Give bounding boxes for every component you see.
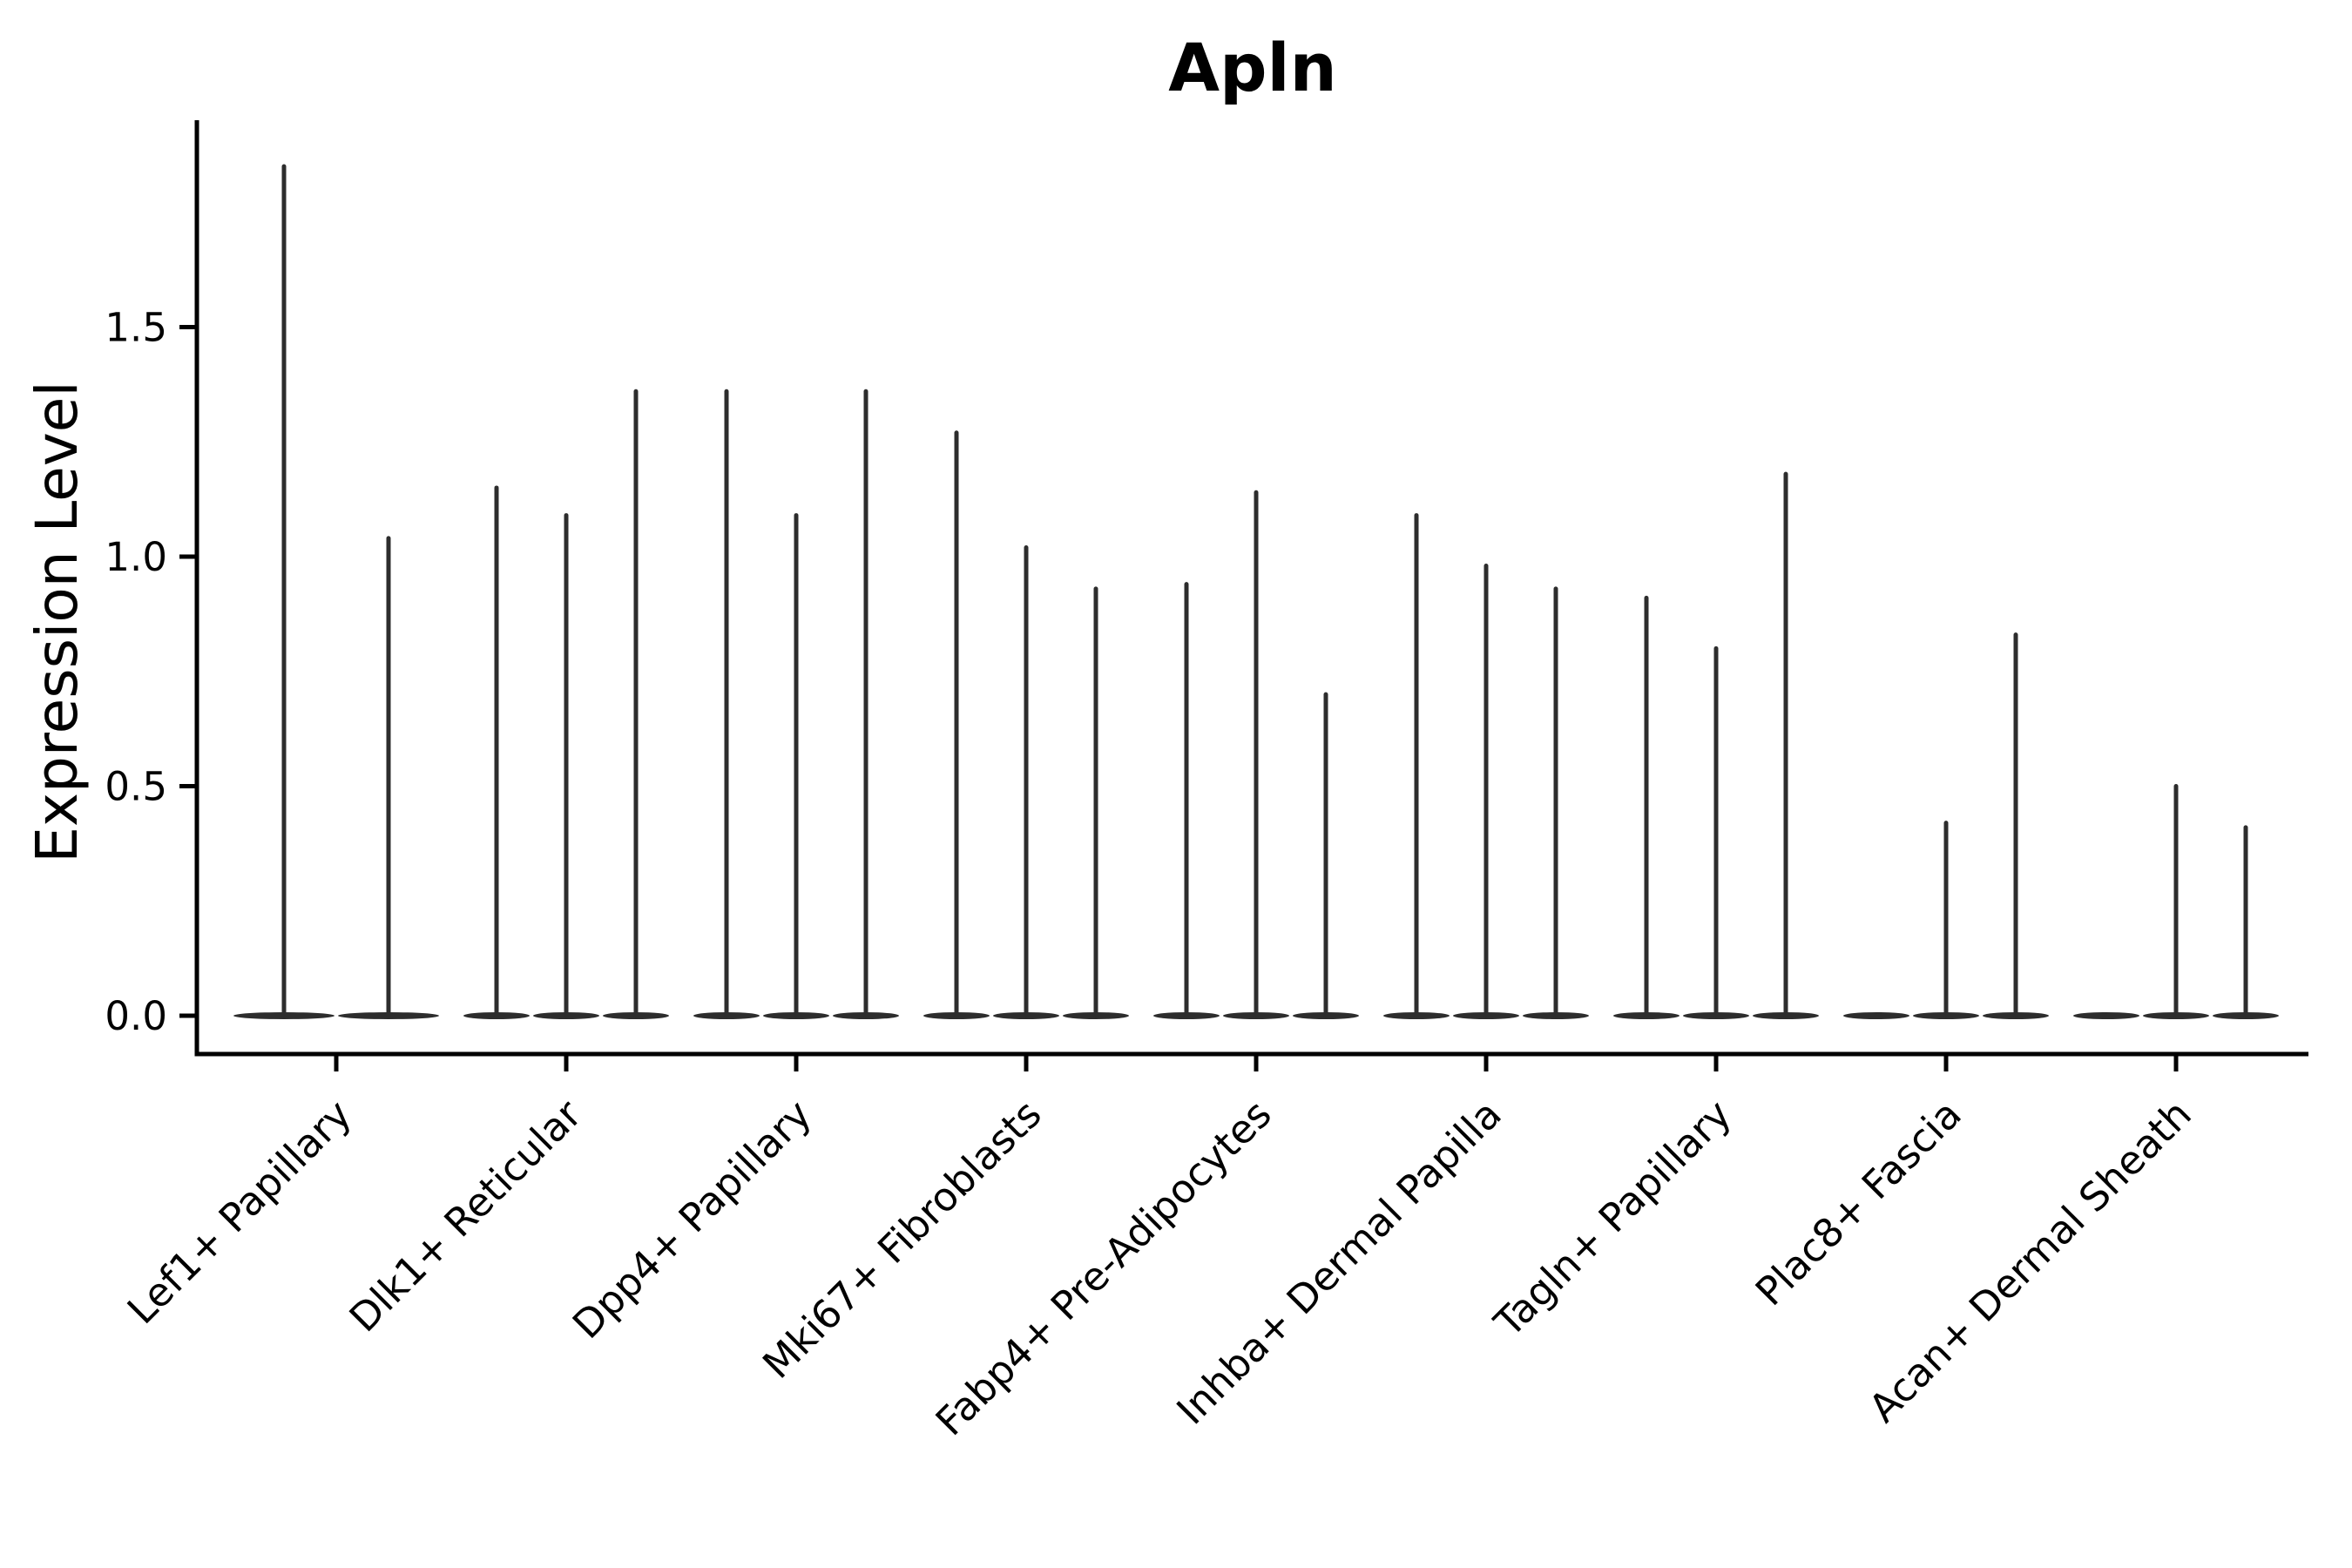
violin-group bbox=[1153, 490, 1359, 1019]
x-axis-ticks bbox=[334, 1054, 2179, 1071]
x-tick-label: Tagln+ Papillary bbox=[1485, 1091, 1740, 1346]
x-tick-label: Dlk1+ Reticular bbox=[341, 1091, 591, 1341]
violin-group bbox=[923, 430, 1129, 1019]
violin-base bbox=[1843, 1012, 1909, 1019]
y-axis-label: Expression Level bbox=[24, 381, 91, 862]
x-tick-label: Dpp4+ Papillary bbox=[564, 1091, 821, 1348]
violin-group bbox=[1843, 632, 2049, 1019]
violin-group bbox=[233, 164, 439, 1019]
violin-group bbox=[1613, 471, 1819, 1019]
violin-base bbox=[2073, 1012, 2139, 1019]
violin-group bbox=[693, 389, 899, 1019]
y-axis-ticks: 0.0 0.5 1.0 1.5 bbox=[105, 305, 197, 1039]
violins bbox=[233, 164, 2279, 1019]
violin-group bbox=[463, 389, 669, 1019]
x-tick-label: Plac8+ Fascia bbox=[1747, 1091, 1970, 1315]
violin-group bbox=[1383, 513, 1589, 1019]
chart-title: Apln bbox=[1168, 29, 1336, 106]
y-tick-label: 1.5 bbox=[105, 305, 167, 351]
y-tick-label: 0.0 bbox=[105, 993, 167, 1039]
x-tick-label: Lef1+ Papillary bbox=[118, 1091, 361, 1333]
y-tick-label: 0.5 bbox=[105, 764, 167, 810]
y-tick-label: 1.0 bbox=[105, 534, 167, 580]
violin-group bbox=[2073, 784, 2279, 1019]
